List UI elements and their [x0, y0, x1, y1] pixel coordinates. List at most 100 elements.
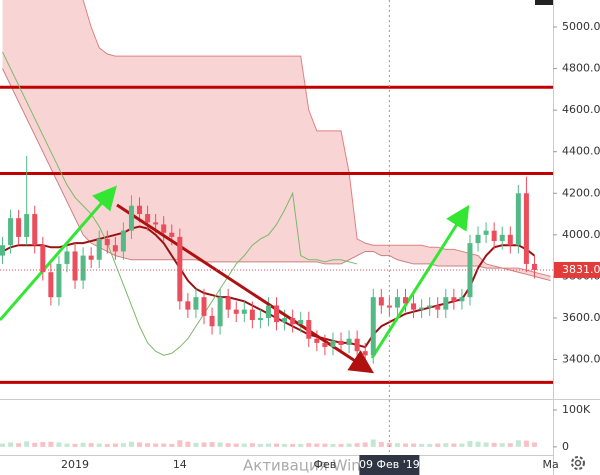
candle-body [64, 251, 70, 264]
candle-body [233, 309, 239, 314]
candle-body [32, 214, 38, 246]
volume-bar [411, 443, 417, 447]
candle-body [274, 305, 280, 323]
volume-bar [362, 442, 368, 447]
x-tick-label: 2019 [61, 458, 89, 471]
volume-bar [523, 440, 529, 447]
volume-bar [370, 439, 376, 447]
candle-body [491, 230, 497, 242]
candle-body [128, 205, 134, 231]
volume-bar [185, 441, 191, 447]
volume-bar [257, 443, 263, 447]
candle-body [451, 297, 457, 302]
volume-bar [201, 442, 207, 447]
candle-body [72, 251, 78, 281]
candle-body [265, 305, 271, 318]
volume-bar [419, 443, 425, 447]
volume-bar [249, 443, 255, 447]
volume-bar [64, 443, 70, 447]
crosshair-box [359, 455, 420, 475]
candle-body [217, 297, 223, 327]
volume-bar [104, 443, 110, 447]
volume-bar [161, 443, 167, 447]
candle-body [16, 218, 22, 237]
candle-body [80, 255, 86, 281]
last-price-box [554, 261, 600, 278]
candle-body [475, 234, 481, 244]
volume-bar [499, 443, 505, 447]
crosshair-label: 09 Фев '19 [359, 458, 420, 471]
candle-body [507, 234, 513, 246]
volume-bar [386, 442, 392, 447]
candle-body [249, 309, 255, 321]
volume-bar [475, 441, 481, 447]
candle-body [443, 297, 449, 310]
candle-body [282, 317, 288, 323]
candle-body [24, 214, 30, 237]
volume-bar [354, 443, 360, 447]
volume-bar [177, 440, 183, 447]
candle-body [120, 230, 126, 252]
candle-body [290, 317, 296, 325]
volume-bar [515, 440, 521, 447]
volume-bar [225, 443, 231, 447]
volume-bar [394, 443, 400, 447]
drawing-arrow [0, 185, 117, 321]
indicator-line [2, 51, 358, 356]
volume-bar [169, 443, 175, 447]
volume-bar [467, 440, 473, 447]
volume-tick-label: 0 [562, 440, 569, 453]
candle-body [257, 317, 263, 321]
candle-body [427, 305, 433, 308]
candle-body [314, 338, 320, 343]
candle-body [523, 193, 529, 264]
candle-body [298, 320, 304, 325]
candle-body [362, 351, 368, 356]
candle-body [370, 297, 376, 356]
candle-body [403, 297, 408, 304]
volume-bar [274, 443, 280, 447]
volume-bar [137, 442, 143, 447]
volume-bar [306, 443, 312, 447]
volume-bar [209, 442, 215, 447]
volume-bar [72, 443, 78, 447]
volume-bar [330, 443, 336, 447]
candle-body [330, 340, 336, 348]
volume-bar [314, 443, 320, 447]
x-tick-label: 14 [173, 458, 187, 471]
candle-body [338, 340, 344, 345]
volume-bar [451, 443, 457, 447]
candle-body [48, 272, 54, 298]
volume-tick-label: 100K [562, 403, 591, 416]
volume-bar [378, 442, 384, 447]
candle-body [419, 307, 425, 310]
candle-body [88, 255, 94, 260]
volume-bar [8, 442, 14, 447]
y-tick-label: 3600.0 [562, 311, 600, 324]
candle-body [0, 245, 5, 256]
candle-body [378, 297, 384, 306]
volume-bar [56, 442, 62, 447]
volume-bar [120, 443, 126, 447]
settings-icon[interactable] [571, 456, 585, 470]
y-tick-label: 4400.0 [562, 145, 600, 158]
volume-bar [290, 443, 296, 447]
candle-body [8, 218, 14, 246]
volume-bar [346, 443, 352, 447]
volume-bar [427, 443, 433, 447]
candle-body [322, 342, 328, 348]
volume-bar [112, 443, 118, 447]
last-price-label: 3831.0 [562, 263, 600, 276]
volume-bar [265, 443, 271, 447]
volume-bar [16, 443, 22, 447]
y-tick-label: 4600.0 [562, 103, 600, 116]
cloud-span-a [2, 68, 551, 282]
candle-body [161, 224, 167, 233]
y-tick-label: 5000.0 [562, 20, 600, 33]
volume-bar [531, 442, 537, 447]
candle-body [96, 238, 102, 260]
candle-body [241, 309, 247, 314]
candle-body [531, 263, 537, 270]
volume-bar [435, 443, 441, 447]
candle-body [185, 301, 191, 310]
